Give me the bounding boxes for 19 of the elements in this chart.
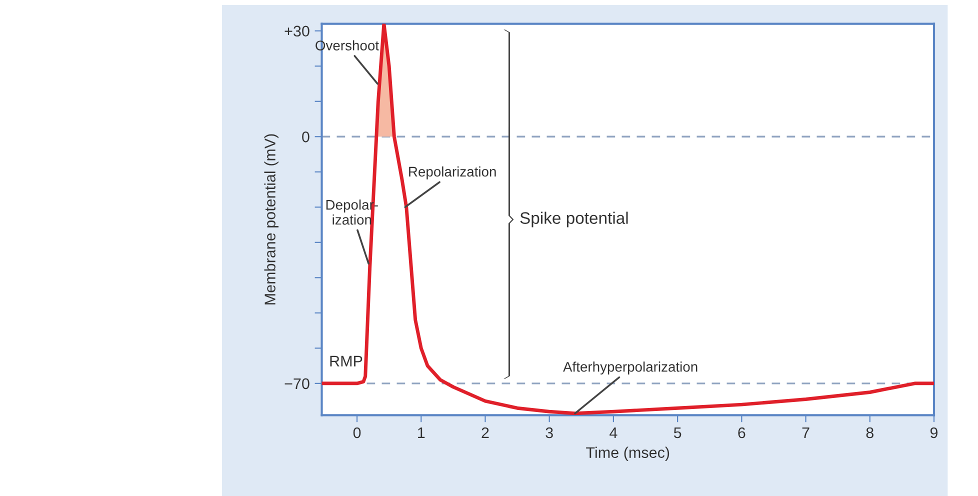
y-tick-label: +30	[284, 26, 310, 37]
x-tick-label: 3	[546, 427, 553, 438]
annotation: Spike potential	[520, 212, 628, 228]
x-tick-label: 2	[482, 427, 489, 438]
x-tick-label: 6	[738, 427, 746, 438]
x-axis-title: Time (msec)	[586, 446, 670, 461]
x-tick-label: 5	[674, 428, 682, 438]
annotation: RMP	[330, 356, 362, 366]
x-tick-label: 8	[866, 427, 874, 438]
y-axis-title: Membrane potential (mV)	[264, 134, 278, 304]
x-tick-label: 9	[930, 427, 938, 438]
x-tick-label: 4	[610, 428, 618, 438]
y-tick-label: 0	[302, 131, 310, 142]
y-tick-label: −70	[284, 378, 310, 390]
annotation: Repolarization	[409, 166, 496, 180]
annotation: Afterhyperpolarization	[563, 362, 698, 374]
x-tick-label: 1	[418, 428, 425, 438]
x-tick-label: 0	[353, 427, 361, 438]
x-tick-label: 7	[802, 428, 810, 438]
